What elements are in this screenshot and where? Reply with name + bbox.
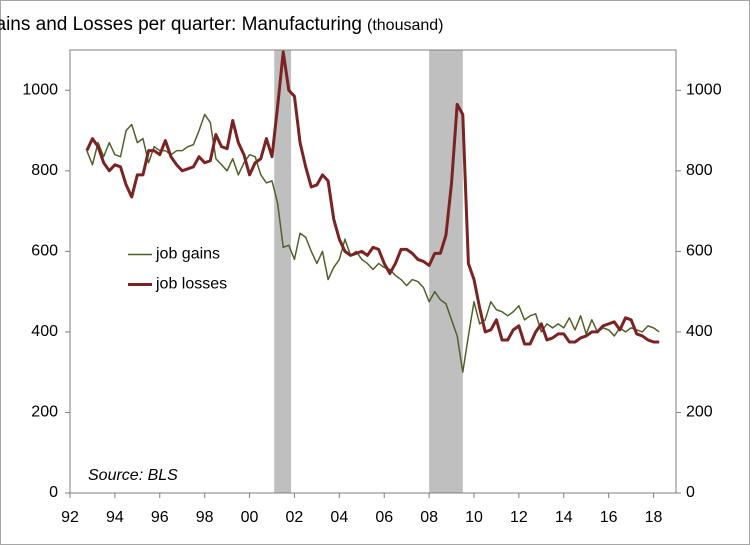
y2-tick-label: 400	[686, 323, 713, 340]
series-line	[85, 50, 660, 346]
y-tick-label: 800	[31, 162, 58, 179]
x-tick-label: 10	[465, 509, 483, 526]
y2-tick-label: 0	[686, 484, 695, 501]
x-tick-label: 06	[375, 509, 393, 526]
chart-title: Gross Jobs Gains and Losses per quarter:…	[0, 14, 362, 35]
x-tick-label: 92	[61, 509, 79, 526]
x-tick-label: 12	[510, 509, 528, 526]
x-tick-label: 98	[196, 509, 214, 526]
y-tick-label: 0	[49, 484, 58, 501]
y-tick-label: 400	[31, 323, 58, 340]
y2-tick-label: 200	[686, 404, 713, 421]
source-note: Source: BLS	[88, 467, 178, 484]
recession-band	[274, 50, 292, 493]
y-tick-label: 600	[31, 243, 58, 260]
plot-frame	[69, 49, 677, 494]
legend-label: job losses	[155, 276, 227, 293]
x-tick-label: 16	[600, 509, 618, 526]
x-tick-label: 96	[151, 509, 169, 526]
x-tick-label: 08	[420, 509, 438, 526]
x-tick-label: 94	[106, 509, 124, 526]
y-tick-label: 1000	[22, 81, 58, 98]
y2-tick-label: 800	[686, 162, 713, 179]
x-tick-label: 04	[330, 509, 348, 526]
y-tick-label: 200	[31, 404, 58, 421]
y2-tick-label: 1000	[686, 81, 722, 98]
x-tick-label: 00	[241, 509, 259, 526]
title-unit: (thousand)	[367, 17, 444, 34]
x-tick-label: 02	[286, 509, 304, 526]
series-line	[86, 113, 660, 373]
legend-label: job gains	[155, 246, 220, 263]
x-tick-label: 14	[555, 509, 573, 526]
x-tick-label: 18	[645, 509, 663, 526]
y2-tick-label: 600	[686, 243, 713, 260]
